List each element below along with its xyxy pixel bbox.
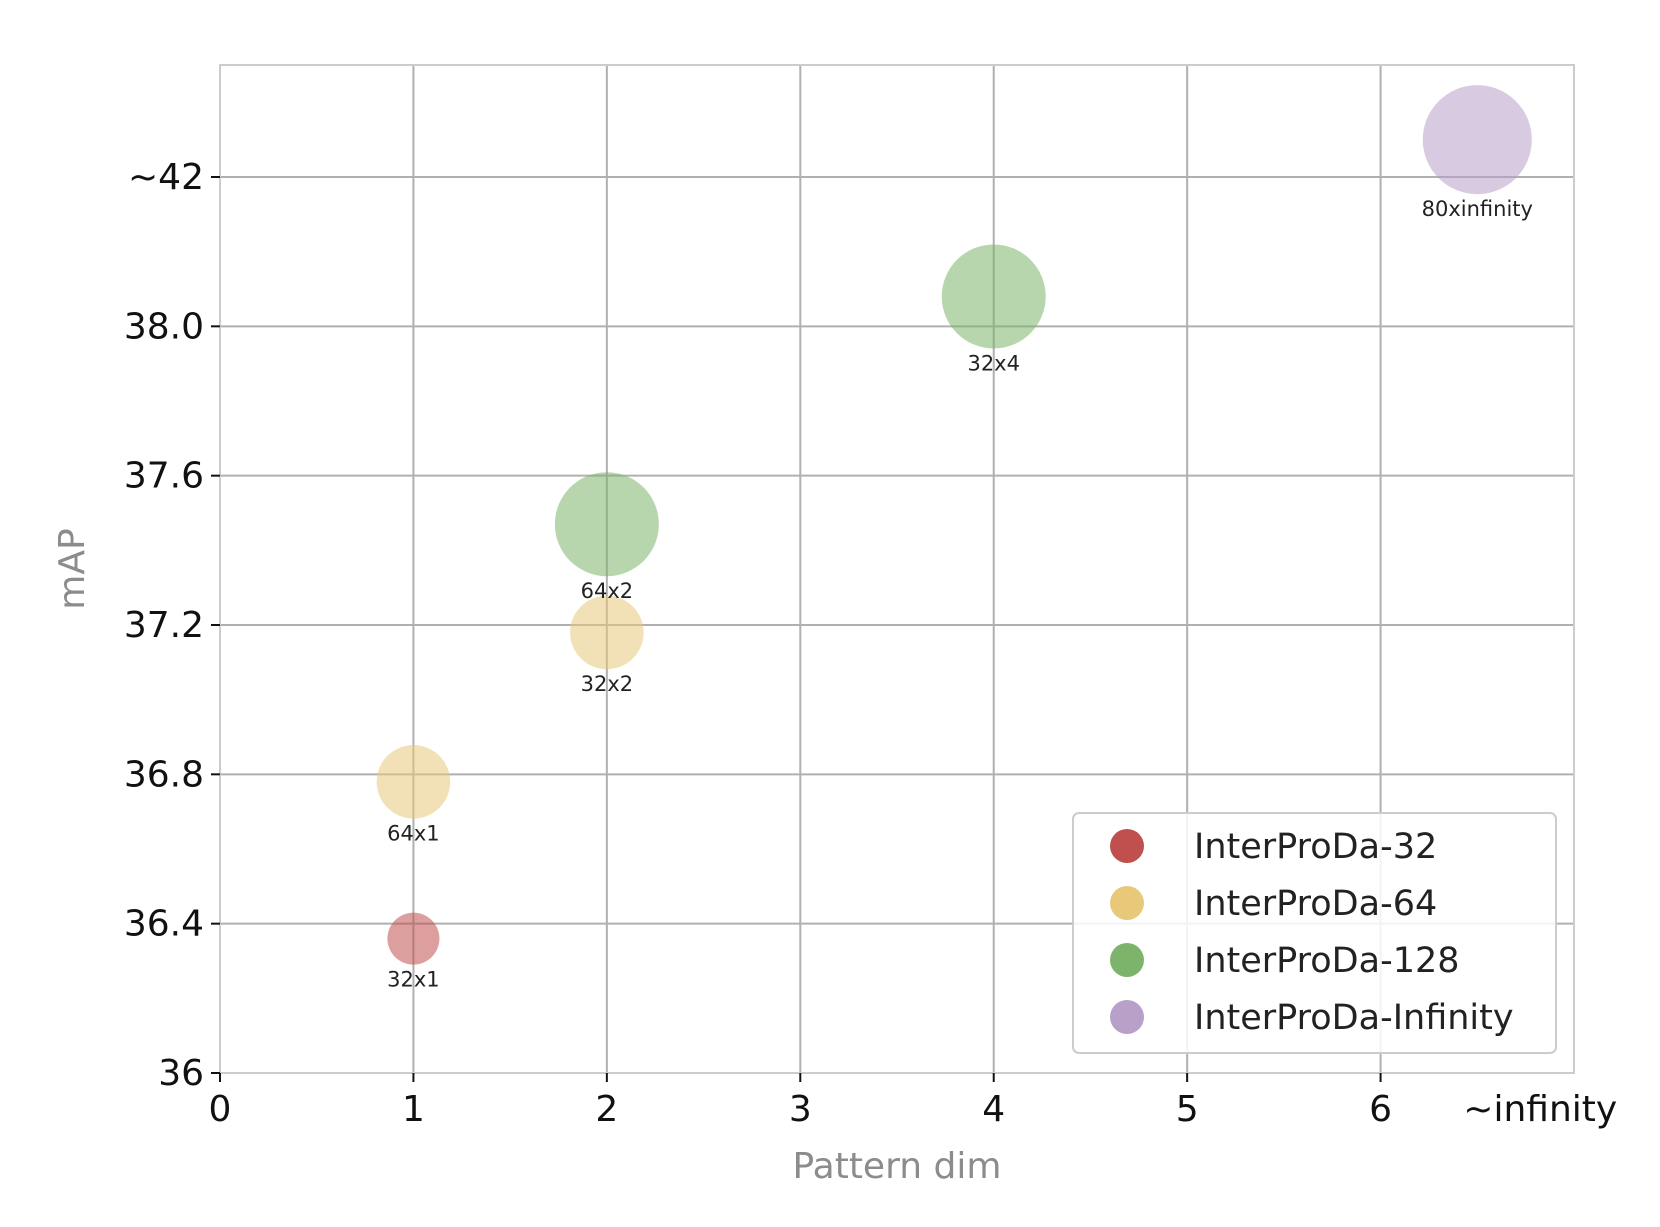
- legend-marker: [1110, 886, 1144, 920]
- bubble-80xinfinity: [1422, 85, 1532, 195]
- plot-frame: [219, 64, 1575, 1074]
- x-tick-label: 1: [402, 1089, 425, 1130]
- x-axis-title: Pattern dim: [793, 1146, 1002, 1187]
- legend: InterProDa-32 InterProDa-64 InterProDa-128…: [1072, 812, 1557, 1054]
- y-axis: 36 36.4 36.8 37.2 37.6 38.0 ~42: [124, 157, 220, 1094]
- y-tick-label: 38.0: [124, 306, 204, 347]
- legend-label: InterProDa-Infinity: [1194, 998, 1514, 1038]
- legend-marker: [1110, 829, 1144, 863]
- x-tick-label: 5: [1176, 1089, 1199, 1130]
- legend-label: InterProDa-32: [1194, 827, 1437, 867]
- bubble-32x1: [387, 912, 440, 965]
- x-tick-label: 4: [982, 1089, 1005, 1130]
- point-labels: 32x1 64x1 32x2 64x2 32x4 80xinfinity: [387, 197, 1533, 991]
- point-label: 32x4: [967, 351, 1020, 375]
- point-label: 32x1: [387, 968, 440, 992]
- bubble-64x2: [554, 472, 659, 577]
- point-label: 64x2: [581, 579, 634, 603]
- y-tick-label: 36: [158, 1053, 204, 1094]
- y-tick-label: 36.4: [124, 904, 204, 945]
- bubble-32x4: [941, 244, 1046, 349]
- legend-marker: [1110, 1000, 1144, 1034]
- legend-marker: [1110, 943, 1144, 977]
- x-tick-label: 2: [595, 1089, 618, 1130]
- x-tick-label: 0: [209, 1089, 232, 1130]
- legend-box: [1072, 812, 1557, 1054]
- y-tick-label: 37.6: [124, 456, 204, 497]
- x-axis: 0 1 2 3 4 5 6 ~infinity: [209, 1073, 1617, 1130]
- y-tick-label: 37.2: [124, 605, 204, 646]
- bubble-64x1: [376, 745, 451, 819]
- bubble-32x2: [570, 595, 644, 670]
- point-label: 80xinfinity: [1422, 197, 1533, 221]
- x-tick-label: 3: [789, 1089, 812, 1130]
- y-tick-label: 36.8: [124, 754, 204, 795]
- x-tick-label: ~infinity: [1463, 1089, 1617, 1130]
- point-label: 32x2: [581, 672, 634, 696]
- y-tick-label: ~42: [128, 157, 204, 198]
- point-label: 64x1: [387, 822, 440, 846]
- legend-label: InterProDa-64: [1194, 884, 1437, 924]
- x-tick-label: 6: [1369, 1089, 1392, 1130]
- y-axis-title: mAP: [52, 528, 93, 609]
- data-points: [376, 85, 1532, 965]
- legend-label: InterProDa-128: [1194, 941, 1460, 981]
